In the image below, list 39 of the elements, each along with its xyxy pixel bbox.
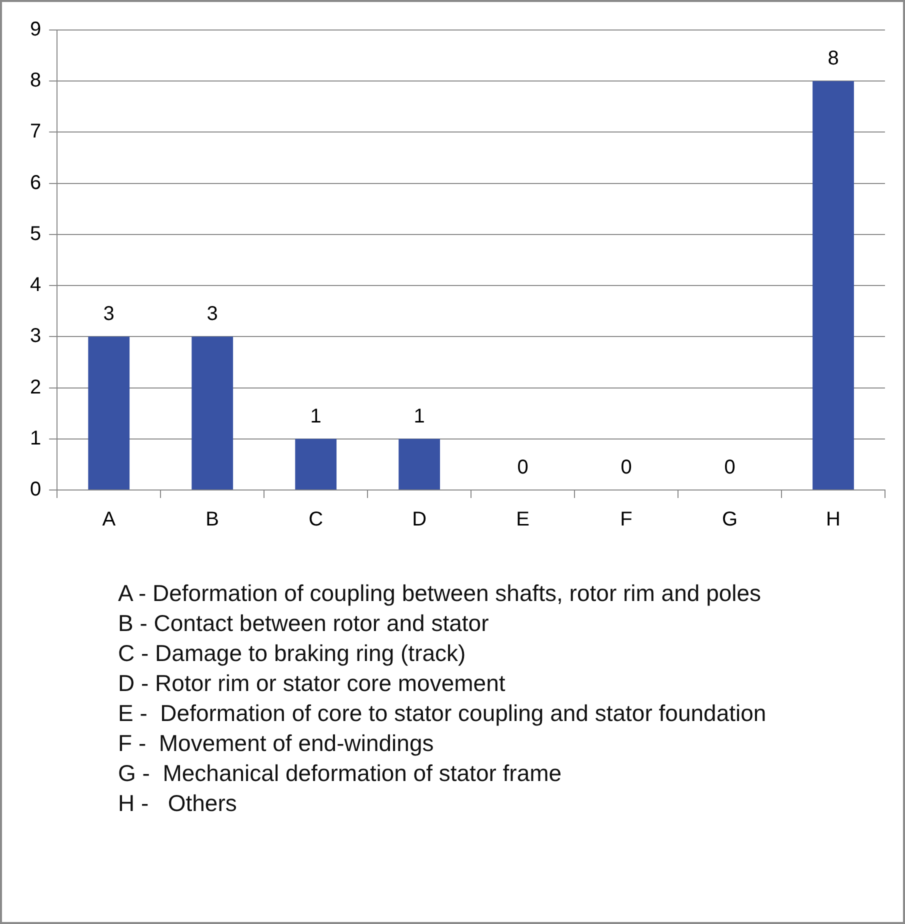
text: F - Movement of end-windings: [118, 729, 435, 758]
y-tick-label: 9: [30, 18, 42, 41]
y-tick-label: 7: [30, 120, 42, 143]
data-label: 1: [414, 405, 425, 428]
y-tick-label: 4: [30, 274, 42, 296]
y-tick-label: 0: [30, 478, 42, 501]
data-label: 1: [310, 405, 322, 428]
y-tick-label: 5: [30, 222, 42, 245]
bar: [192, 336, 234, 490]
text: G - Mechanical deformation of stator frame: [118, 759, 563, 788]
y-tick-label: 3: [30, 325, 42, 348]
x-tick-label: C: [308, 508, 324, 531]
bar: [398, 438, 440, 490]
data-label: 0: [620, 456, 632, 479]
data-label: 3: [103, 303, 114, 326]
y-tick-label: 2: [30, 376, 42, 398]
text: B - Contact between rotor and stator: [118, 609, 490, 638]
data-label: 0: [724, 456, 736, 479]
bar: [812, 81, 854, 490]
text: A - Deformation of coupling between shafts, rotor rim and poles: [118, 579, 762, 608]
x-tick-label: E: [516, 508, 530, 531]
x-tick-label: A: [102, 508, 116, 531]
text: D - Rotor rim or stator core movement: [118, 669, 506, 698]
x-tick-label: H: [826, 508, 840, 531]
x-tick-label: F: [620, 508, 632, 531]
y-tick-label: 6: [30, 172, 42, 194]
y-tick-label: 8: [30, 70, 42, 92]
text: C - Damage to braking ring (track): [118, 639, 467, 668]
x-tick-label: B: [206, 508, 220, 531]
data-label: 0: [517, 456, 528, 479]
x-tick-label: G: [722, 508, 738, 531]
bar: [295, 438, 337, 490]
data-label: 8: [828, 48, 839, 70]
data-label: 3: [206, 303, 218, 326]
y-tick-label: 1: [30, 427, 42, 450]
text: H - Others: [118, 789, 238, 818]
x-tick-label: D: [412, 508, 427, 531]
bar: [88, 336, 130, 490]
text: E - Deformation of core to stator coupling and stator foundation: [118, 699, 768, 728]
